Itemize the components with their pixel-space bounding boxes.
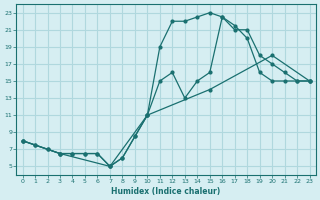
X-axis label: Humidex (Indice chaleur): Humidex (Indice chaleur) [111,187,221,196]
